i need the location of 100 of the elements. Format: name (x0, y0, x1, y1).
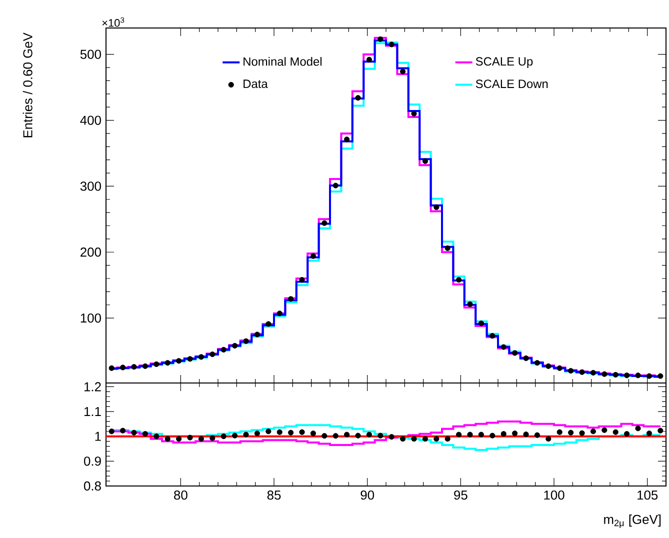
point (523, 355, 529, 362)
point (602, 371, 608, 377)
point (612, 372, 618, 378)
x-tick-label: 105 (638, 490, 658, 500)
point (635, 426, 641, 432)
point (266, 428, 272, 434)
point (635, 372, 641, 378)
point (512, 350, 518, 356)
x-tick-label: 90 (360, 490, 374, 500)
point (400, 436, 406, 442)
point (210, 352, 216, 358)
point (243, 338, 249, 344)
point (378, 36, 384, 42)
point (164, 360, 170, 366)
point (310, 253, 316, 259)
y-tick-label: 0.9 (84, 456, 101, 466)
point (288, 430, 294, 436)
point (388, 434, 394, 440)
y-tick-label: 100 (80, 313, 101, 323)
point (243, 432, 249, 438)
point (266, 321, 272, 327)
point (624, 431, 630, 437)
y-tick-label: 400 (80, 116, 101, 125)
point (646, 373, 652, 379)
x-tick-label: 80 (174, 490, 188, 500)
point (556, 429, 562, 435)
point (164, 436, 170, 442)
point (590, 370, 596, 376)
point (120, 428, 126, 434)
point (646, 430, 652, 436)
point (332, 182, 338, 188)
point (434, 436, 440, 442)
y-tick-label: 300 (80, 182, 101, 191)
point (299, 429, 305, 435)
point (490, 333, 496, 339)
point (411, 110, 417, 116)
point (612, 429, 618, 435)
point (444, 436, 450, 442)
point (590, 428, 596, 434)
legend-label: SCALE Up (476, 57, 533, 68)
point (232, 432, 238, 438)
y-tick-label: 500 (80, 50, 101, 59)
point (131, 430, 137, 436)
point (355, 95, 361, 101)
y-tick-label: 1.2 (84, 382, 101, 392)
point (456, 432, 462, 438)
point (344, 136, 350, 142)
legend-label: SCALE Down (476, 80, 548, 88)
y-axis-title: Entries / 0.60 GeV (22, 32, 32, 138)
point (422, 436, 428, 442)
point (198, 436, 204, 442)
y-tick-label: 200 (80, 248, 101, 257)
point (568, 368, 574, 374)
point (355, 432, 361, 438)
point (220, 434, 226, 440)
point (467, 432, 473, 438)
point (366, 432, 372, 438)
point (232, 342, 238, 349)
x-tick-label: 100 (544, 490, 564, 500)
point (254, 332, 260, 338)
point (523, 432, 529, 438)
point (276, 429, 282, 435)
point (254, 430, 260, 436)
x-axis-title: m$_{2μ}$ [GeV] (604, 514, 661, 528)
point (546, 436, 552, 442)
point (378, 432, 384, 438)
point (276, 310, 282, 316)
point (288, 296, 294, 302)
y-tick-label: 1.1 (84, 407, 101, 416)
point (579, 369, 585, 375)
point (624, 372, 630, 378)
point (332, 433, 338, 439)
point (120, 364, 126, 370)
point (422, 158, 428, 164)
point (478, 320, 484, 326)
point (108, 365, 114, 371)
point (142, 431, 148, 437)
legend-label: Nominal Model (244, 57, 322, 66)
point (411, 436, 417, 442)
point (131, 364, 137, 370)
point (299, 277, 305, 283)
point (220, 346, 226, 352)
point (366, 56, 372, 62)
point (388, 42, 394, 48)
point (322, 433, 328, 439)
y-tick-label: 1 (95, 432, 101, 441)
point (579, 430, 585, 436)
text: ×10$^{3}$ (102, 17, 124, 27)
point (434, 204, 440, 210)
point (467, 301, 473, 308)
point (198, 354, 204, 360)
point (210, 435, 216, 441)
point (602, 427, 608, 433)
point (176, 358, 182, 364)
legend-label: Data (244, 80, 268, 88)
point (568, 430, 574, 436)
point (534, 360, 540, 366)
y-tick-label: 0.8 (84, 481, 101, 491)
point (322, 220, 328, 226)
point (154, 361, 160, 367)
